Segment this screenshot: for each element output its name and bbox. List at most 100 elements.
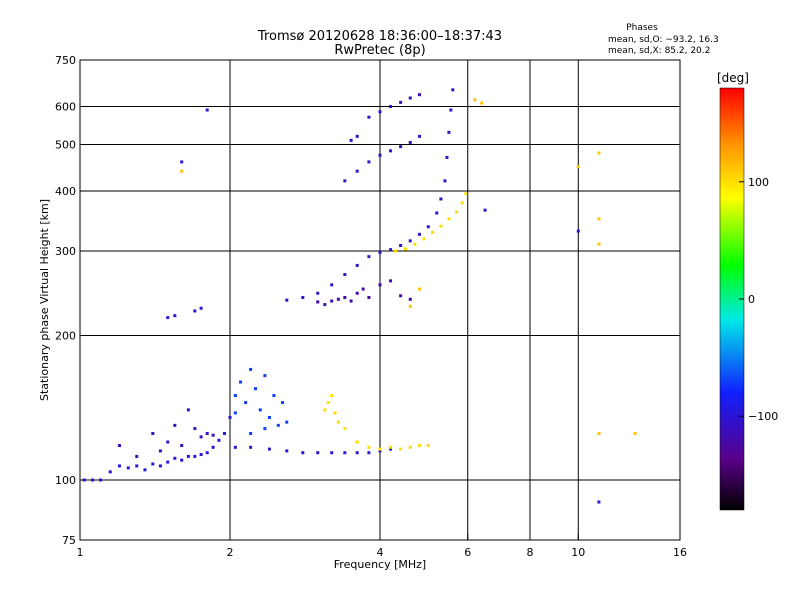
data-point (349, 299, 353, 303)
data-point (417, 287, 421, 291)
y-tick-label: 100 (55, 474, 76, 487)
data-point (267, 415, 271, 419)
colorbar-label: [deg] (717, 71, 749, 85)
data-point (408, 297, 412, 301)
data-point (193, 309, 197, 313)
data-point (431, 230, 435, 234)
data-point (445, 155, 449, 159)
data-point (378, 110, 382, 114)
data-point (355, 263, 359, 267)
data-point (323, 408, 327, 412)
series-upper-e-x-trace (323, 394, 430, 451)
data-point (199, 306, 203, 310)
data-point (389, 447, 393, 451)
data-point (389, 105, 393, 109)
data-point (399, 294, 403, 298)
data-point (417, 232, 421, 236)
data-point (355, 451, 359, 455)
data-point (597, 151, 601, 155)
y-tick-label: 200 (55, 330, 76, 343)
data-point (447, 217, 451, 221)
data-point (180, 444, 184, 448)
data-point (378, 250, 382, 254)
data-point (378, 153, 382, 157)
data-point (326, 401, 330, 405)
data-point (355, 169, 359, 173)
data-point (316, 300, 320, 304)
colorbar-tick-label: −100 (748, 410, 778, 423)
y-tick-label: 75 (62, 534, 76, 547)
colorbar-tick-label: 100 (748, 176, 769, 189)
data-point (417, 93, 421, 97)
data-point (403, 247, 407, 251)
data-point (180, 160, 184, 164)
data-point (449, 108, 453, 112)
data-point (223, 432, 227, 436)
stats-x-line: mean, sd,X: 85.2, 20.2 (608, 46, 710, 56)
data-point (239, 380, 243, 384)
x-tick-label: 1 (77, 546, 84, 559)
x-tick-label: 8 (527, 546, 534, 559)
data-point (367, 445, 371, 449)
data-point (336, 297, 340, 301)
x-tick-label: 2 (227, 546, 234, 559)
data-point (422, 237, 426, 241)
data-point (343, 273, 347, 277)
data-point (166, 440, 170, 444)
data-point (355, 134, 359, 138)
data-point (276, 423, 280, 427)
data-point (249, 445, 253, 449)
data-point (399, 145, 403, 149)
data-point (408, 140, 412, 144)
y-tick-label: 400 (55, 185, 76, 198)
data-point (151, 462, 155, 466)
data-point (361, 287, 365, 291)
data-point (233, 411, 237, 415)
data-point (464, 192, 468, 196)
data-point (597, 217, 601, 221)
data-point (417, 134, 421, 138)
data-point (473, 98, 477, 102)
data-point (193, 454, 197, 458)
data-point (316, 451, 320, 455)
data-point (186, 454, 190, 458)
data-point (330, 451, 334, 455)
data-point (399, 244, 403, 248)
data-point (82, 478, 86, 482)
data-point (211, 445, 215, 449)
data-point (249, 432, 253, 436)
data-point (267, 447, 271, 451)
data-point (316, 291, 320, 295)
data-point (330, 299, 334, 303)
data-point (285, 449, 289, 453)
data-point (263, 374, 267, 378)
series-isolated-echoes (166, 108, 601, 504)
colorbar-ticks: 100 0 −100 (739, 176, 778, 423)
axis-ticks: 1 2 4 6 8 10 16 75 100 200 300 400 500 600 750 (55, 54, 687, 559)
data-point (173, 314, 177, 318)
data-point (389, 149, 393, 153)
data-point (349, 138, 353, 142)
series-f-layer-o-trace (285, 88, 455, 302)
chart-subtitle: RwPretec (8p) (334, 43, 425, 58)
data-point (355, 291, 359, 295)
series-multi-hop-echo-b (343, 134, 421, 183)
data-point (285, 420, 289, 424)
stats-o-line: mean, sd,O: −93.2, 16.3 (608, 35, 719, 45)
data-point (228, 415, 232, 419)
data-point (367, 115, 371, 119)
data-point (408, 96, 412, 100)
data-point (135, 464, 139, 468)
data-point (408, 239, 412, 243)
x-tick-label: 6 (464, 546, 471, 559)
data-point (435, 211, 439, 215)
x-tick-label: 16 (673, 546, 687, 559)
data-point (389, 279, 393, 283)
data-point (217, 438, 221, 442)
data-point (367, 160, 371, 164)
data-point (117, 444, 121, 448)
data-point (455, 210, 459, 214)
data-point (323, 303, 327, 307)
